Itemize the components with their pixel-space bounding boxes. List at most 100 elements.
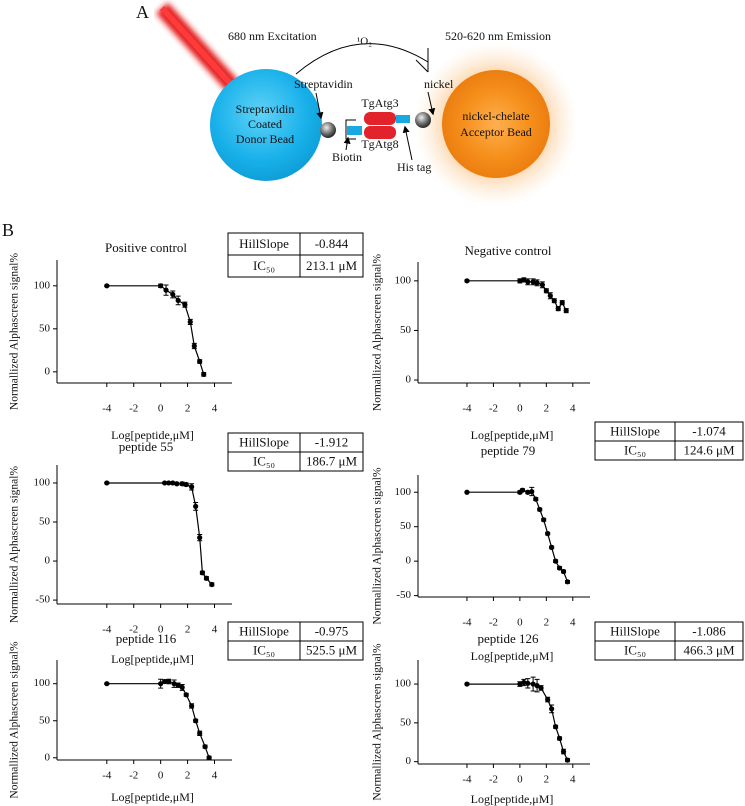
x-tick-label: -2 bbox=[129, 770, 138, 782]
y-tick-label: 100 bbox=[395, 486, 412, 498]
data-point bbox=[189, 484, 195, 490]
x-tick-label: -4 bbox=[462, 617, 472, 629]
table-cell bbox=[299, 451, 364, 472]
x-axis-label: Log[peptide,μM] bbox=[471, 792, 554, 806]
y-tick-label: 0 bbox=[406, 555, 412, 567]
chart-title: peptide 126 bbox=[477, 631, 539, 646]
x-tick-label: 2 bbox=[185, 624, 191, 636]
data-point bbox=[197, 535, 203, 541]
table-text: IC₅₀ bbox=[253, 258, 275, 273]
panel-label: A bbox=[136, 2, 149, 22]
x-axis-label: Log[peptide,μM] bbox=[111, 428, 194, 442]
chart: 0 50 100 -4 -2 0 2 4 Log[peptide,μM] Normallized … bbox=[372, 243, 590, 442]
data-point bbox=[170, 291, 176, 298]
table-text: HillSlope bbox=[610, 423, 660, 438]
data-point bbox=[203, 575, 210, 581]
protein-a bbox=[364, 112, 396, 125]
arc-head bbox=[415, 59, 429, 73]
table-text: 213.1 μM bbox=[306, 258, 357, 273]
y-tick-label: -50 bbox=[396, 589, 411, 601]
data-point bbox=[517, 278, 523, 284]
streptavidin-ball bbox=[320, 122, 336, 138]
table-text: 186.7 μM bbox=[306, 453, 357, 468]
table-text: -0.844 bbox=[315, 236, 349, 251]
y-tick-label: 0 bbox=[45, 751, 51, 763]
donor-label: Streptavidin bbox=[236, 102, 295, 116]
data-point bbox=[530, 279, 536, 285]
data-point bbox=[549, 706, 555, 712]
chart: 0 50 100 -4 -2 0 2 4 Log[peptide,μM] Normallized … bbox=[9, 232, 364, 442]
y-tick-label: 0 bbox=[406, 755, 412, 767]
table-cell bbox=[299, 640, 364, 661]
chart-title: Positive control bbox=[105, 240, 187, 255]
data-point bbox=[193, 718, 199, 724]
data-point bbox=[534, 280, 540, 286]
x-tick-label: 4 bbox=[570, 774, 576, 786]
diagram: A 680 nm Excitation ¹O₂ 520-620 nm Emiss… bbox=[136, 2, 578, 206]
x-tick-label: -2 bbox=[129, 403, 138, 415]
donor-label: Coated bbox=[248, 117, 282, 131]
chart: -50 0 50 100 -4 -2 0 2 4 Log[peptide,μM] Normalliz… bbox=[9, 432, 364, 666]
y-axis-label: Normallized Alphascreen signal% bbox=[9, 466, 21, 624]
data-point bbox=[525, 489, 531, 495]
y-tick-label: 0 bbox=[406, 374, 412, 386]
data-point bbox=[525, 279, 531, 285]
protein-label: TgAtg8 bbox=[361, 137, 398, 151]
data-point bbox=[530, 681, 536, 687]
fit-line bbox=[106, 482, 213, 585]
x-tick-label: 0 bbox=[158, 403, 164, 415]
data-point bbox=[555, 306, 561, 312]
data-point bbox=[179, 684, 185, 691]
transfer-arc bbox=[295, 43, 429, 75]
table-cell bbox=[674, 440, 744, 461]
data-point bbox=[553, 558, 559, 564]
data-point bbox=[553, 724, 559, 730]
data-point bbox=[564, 757, 571, 763]
x-tick-label: 0 bbox=[158, 624, 164, 636]
biotin-label: Biotin bbox=[332, 150, 362, 164]
data-point bbox=[202, 744, 208, 750]
data-point bbox=[545, 530, 551, 537]
y-axis-label: Normallized Alphascreen signal% bbox=[372, 643, 384, 801]
y-axis-label: Normallized Alphascreen signal% bbox=[372, 467, 384, 625]
data-point bbox=[170, 480, 176, 486]
acceptor-label: nickel-chelate bbox=[462, 109, 529, 123]
data-point bbox=[162, 678, 168, 685]
x-tick-label: -2 bbox=[129, 624, 138, 636]
data-point bbox=[199, 570, 205, 576]
data-point bbox=[559, 300, 565, 306]
y-axis-label: Normallized Alphascreen signal% bbox=[9, 253, 21, 411]
table-cell bbox=[299, 254, 364, 278]
data-point bbox=[163, 287, 169, 293]
x-tick-label: 4 bbox=[570, 403, 576, 415]
x-axis-label: Log[peptide,μM] bbox=[471, 428, 554, 442]
emission-label: 520-620 nm Emission bbox=[445, 29, 551, 43]
data-point bbox=[464, 489, 470, 495]
table-text: HillSlope bbox=[610, 623, 660, 638]
data-point bbox=[166, 678, 172, 685]
y-tick-label: -50 bbox=[35, 594, 50, 606]
x-axis-label: Log[peptide,μM] bbox=[471, 649, 554, 663]
acceptor-bead bbox=[442, 70, 550, 178]
y-axis-label: Normallized Alphascreen signal% bbox=[372, 254, 384, 412]
chart: -50 0 50 100 -4 -2 0 2 4 Log[peptide,μM] Normalliz… bbox=[372, 421, 744, 663]
y-tick-label: 100 bbox=[395, 678, 412, 690]
x-tick-label: 0 bbox=[517, 617, 523, 629]
x-tick-label: 2 bbox=[185, 403, 191, 415]
x-tick-label: -4 bbox=[102, 770, 112, 782]
protein-b bbox=[364, 126, 396, 139]
nickel-ball bbox=[415, 112, 431, 128]
x-tick-label: 2 bbox=[544, 403, 550, 415]
chart: 0 50 100 -4 -2 0 2 4 Log[peptide,μM] Normallized … bbox=[372, 621, 744, 806]
data-point bbox=[533, 496, 539, 502]
x-tick-label: 4 bbox=[212, 770, 218, 782]
fit-line bbox=[467, 489, 569, 583]
x-tick-label: 0 bbox=[517, 774, 523, 786]
data-point bbox=[556, 735, 563, 741]
data-point bbox=[191, 343, 197, 349]
fit-line bbox=[467, 681, 569, 761]
x-tick-label: 0 bbox=[517, 403, 523, 415]
data-point bbox=[158, 681, 164, 687]
donor-label: Donor Bead bbox=[236, 132, 294, 146]
